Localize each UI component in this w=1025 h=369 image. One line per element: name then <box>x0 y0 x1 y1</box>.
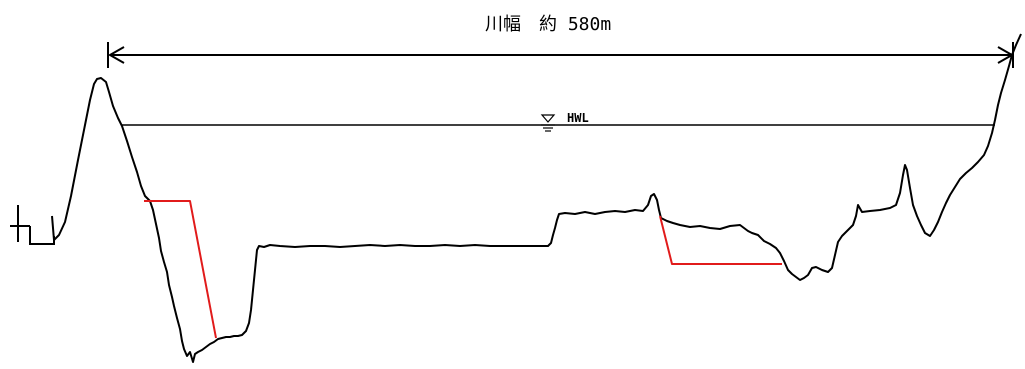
water-level-marker-icon <box>540 114 556 132</box>
existing-ground-profile-main <box>51 33 1022 363</box>
dimension-left-arrow <box>107 46 125 64</box>
hwl-label: HWL <box>567 111 589 125</box>
river-width-label: 川幅 約 580m <box>485 14 611 35</box>
left-bank-structure <box>10 205 55 245</box>
planned-excavation-left <box>144 200 217 339</box>
planned-excavation-right <box>659 215 782 265</box>
river-width-dimension <box>107 42 1015 68</box>
